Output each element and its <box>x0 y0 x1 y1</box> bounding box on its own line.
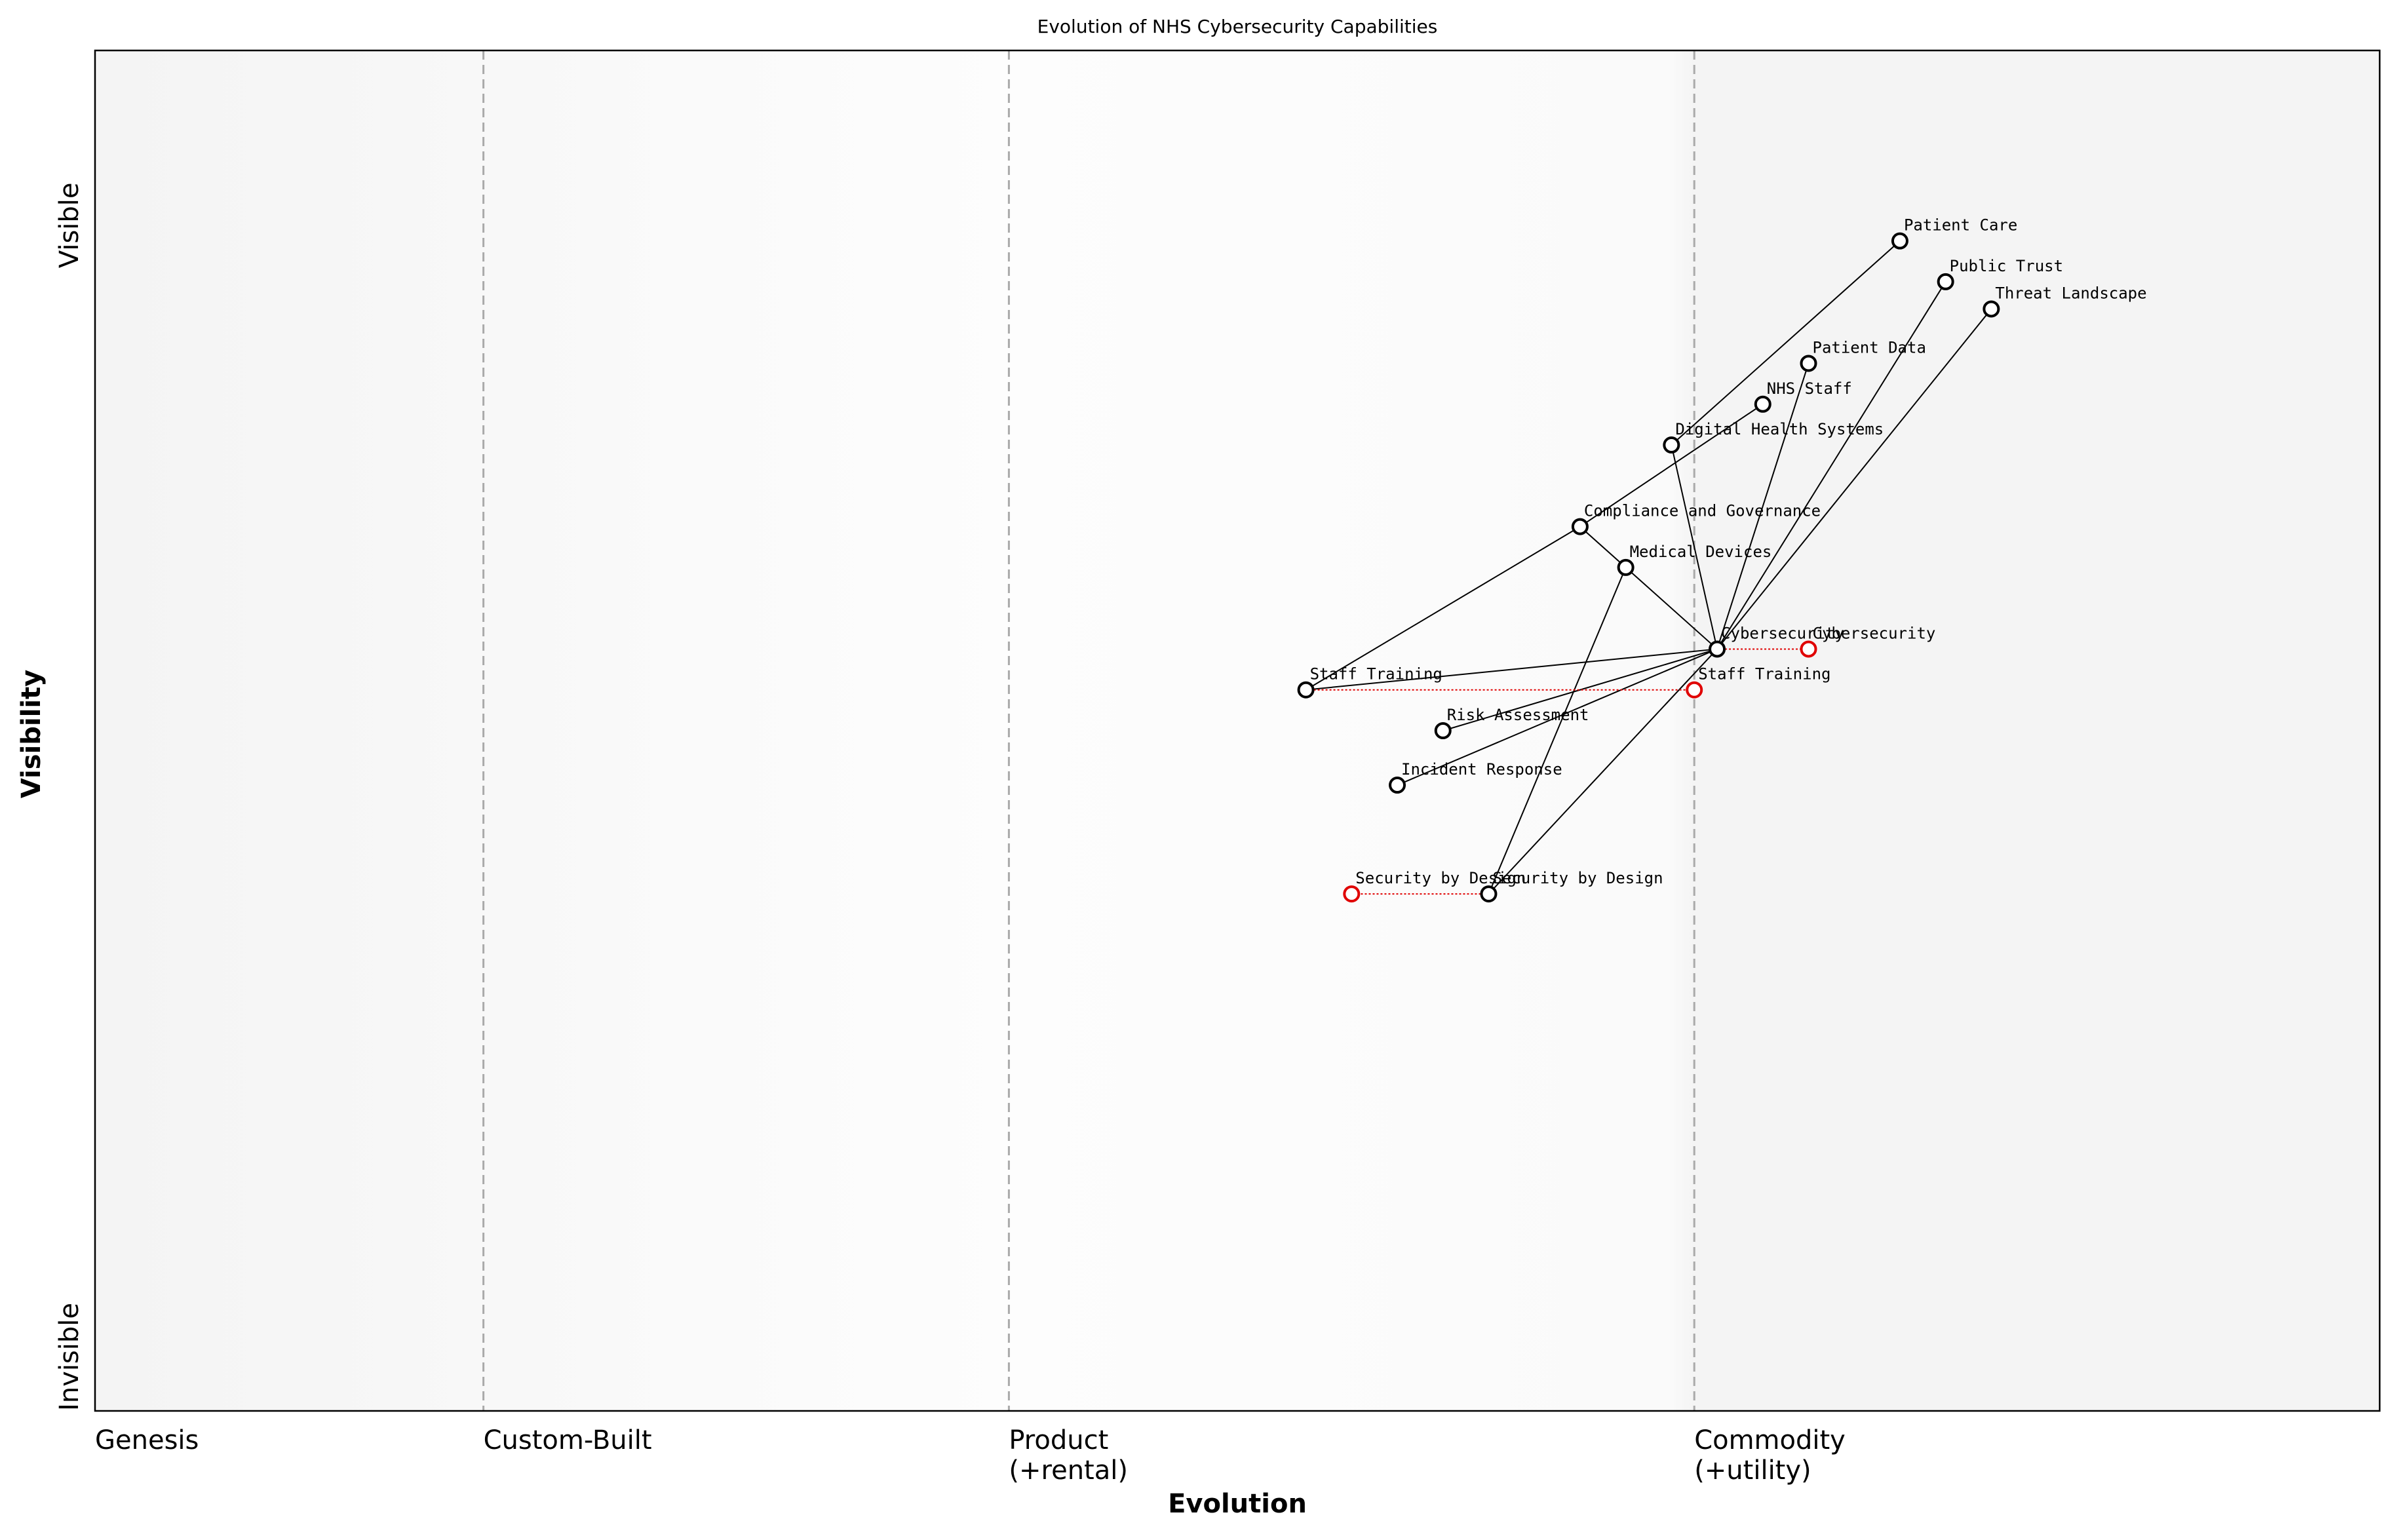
component <box>1937 273 1954 290</box>
component <box>1389 777 1406 794</box>
link <box>1306 648 1718 691</box>
component <box>1754 395 1771 413</box>
evolved-component <box>1686 681 1703 699</box>
component <box>1434 722 1452 739</box>
component <box>1891 232 1908 250</box>
evolved-component <box>1343 885 1361 903</box>
component-label: Cybersecurity <box>1721 624 1844 642</box>
component-label: Risk Assessment <box>1447 706 1589 724</box>
x-tick-label: Product (+rental) <box>1009 1425 1128 1486</box>
component-label: Patient Care <box>1904 216 2017 235</box>
component-label: Staff Training <box>1310 665 1442 683</box>
component-label: Threat Landscape <box>1995 284 2146 302</box>
component-label: Public Trust <box>1950 257 2063 275</box>
plot-background <box>95 50 2380 1411</box>
y-tick-label: Visible <box>54 182 85 268</box>
component <box>1480 885 1498 903</box>
y-tick-label: Invisible <box>54 1303 85 1411</box>
component <box>1800 355 1817 372</box>
component-label: Incident Response <box>1401 760 1562 779</box>
x-tick-label: Custom-Built <box>484 1425 652 1455</box>
component <box>1983 300 2000 318</box>
link <box>1671 444 1718 649</box>
link <box>1488 567 1627 895</box>
component <box>1709 640 1726 658</box>
component-label: Patient Data <box>1813 338 1926 356</box>
link <box>1442 648 1718 731</box>
evolved-label: Cybersecurity <box>1813 624 1936 642</box>
link <box>1716 363 1810 649</box>
component-label: Medical Devices <box>1630 543 1772 561</box>
component <box>1297 681 1315 699</box>
component <box>1663 436 1680 454</box>
component-label: Compliance and Governance <box>1584 502 1821 520</box>
y-axis-label: Visibility <box>16 670 47 798</box>
link <box>1397 648 1718 786</box>
chart-title: Evolution of NHS Cybersecurity Capabilit… <box>1037 16 1438 37</box>
link <box>1716 281 1946 649</box>
link <box>1579 403 1764 528</box>
component-label: Security by Design <box>1492 869 1663 887</box>
x-axis-label: Evolution <box>1168 1489 1307 1519</box>
link <box>1579 526 1718 650</box>
plot-frame <box>94 49 2381 1412</box>
component <box>1571 518 1589 535</box>
link <box>1671 240 1901 446</box>
link <box>1716 308 1992 650</box>
component-label: NHS Staff <box>1767 379 1852 398</box>
component <box>1617 558 1635 576</box>
evolved-label: Staff Training <box>1698 665 1830 683</box>
link <box>1306 526 1581 691</box>
x-tick-label: Commodity (+utility) <box>1694 1425 1846 1486</box>
component-label: Digital Health Systems <box>1675 420 1884 438</box>
evolved-label: Security by Design <box>1355 869 1526 887</box>
evolved-component <box>1800 640 1817 658</box>
link <box>1488 648 1718 895</box>
x-tick-label: Genesis <box>95 1425 199 1455</box>
